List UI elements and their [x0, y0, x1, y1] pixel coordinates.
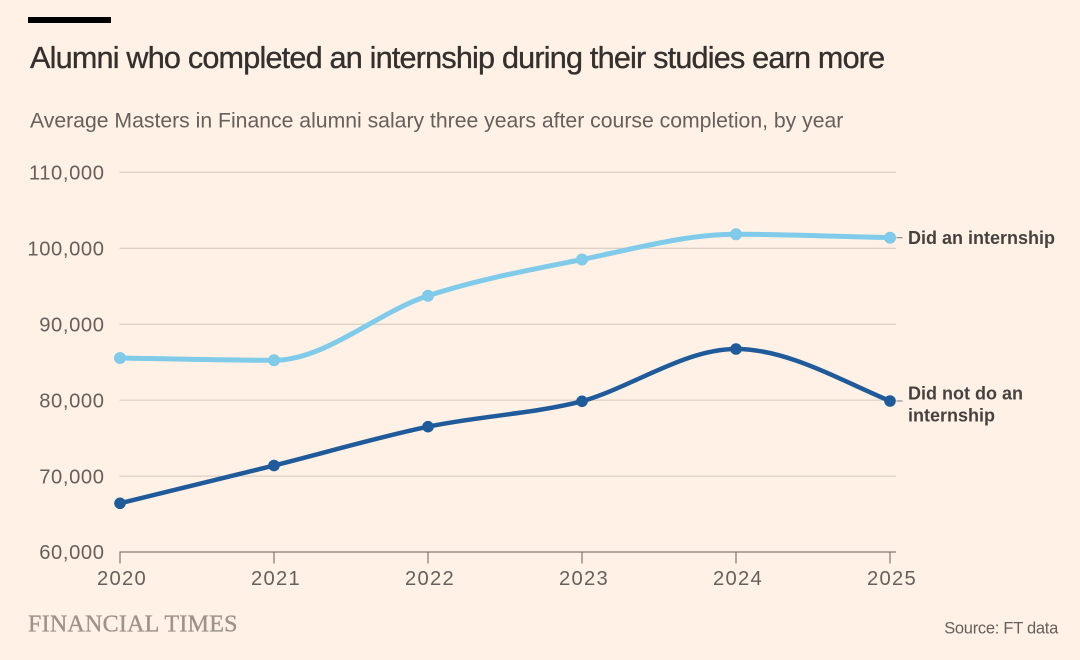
- svg-text:Alumni who completed an intern: Alumni who completed an internship durin…: [30, 41, 884, 75]
- svg-text:2021: 2021: [251, 568, 301, 590]
- svg-text:Did not do an: Did not do an: [908, 384, 1023, 404]
- svg-text:Average Masters in Finance alu: Average Masters in Finance alumni salary…: [30, 110, 843, 133]
- svg-text:internship: internship: [908, 405, 995, 425]
- svg-text:2024: 2024: [713, 568, 763, 590]
- svg-text:80,000: 80,000: [39, 390, 104, 412]
- svg-text:2023: 2023: [559, 568, 609, 590]
- svg-text:2025: 2025: [867, 568, 917, 590]
- svg-text:70,000: 70,000: [39, 466, 104, 488]
- svg-text:FINANCIAL TIMES: FINANCIAL TIMES: [28, 612, 238, 638]
- svg-text:Did an internship: Did an internship: [908, 228, 1055, 248]
- svg-text:Source: FT data: Source: FT data: [944, 620, 1059, 638]
- svg-text:90,000: 90,000: [39, 314, 104, 336]
- svg-text:2022: 2022: [405, 568, 455, 590]
- svg-text:2020: 2020: [97, 568, 147, 590]
- svg-text:60,000: 60,000: [39, 542, 104, 564]
- svg-text:100,000: 100,000: [27, 238, 104, 260]
- svg-text:110,000: 110,000: [29, 163, 105, 185]
